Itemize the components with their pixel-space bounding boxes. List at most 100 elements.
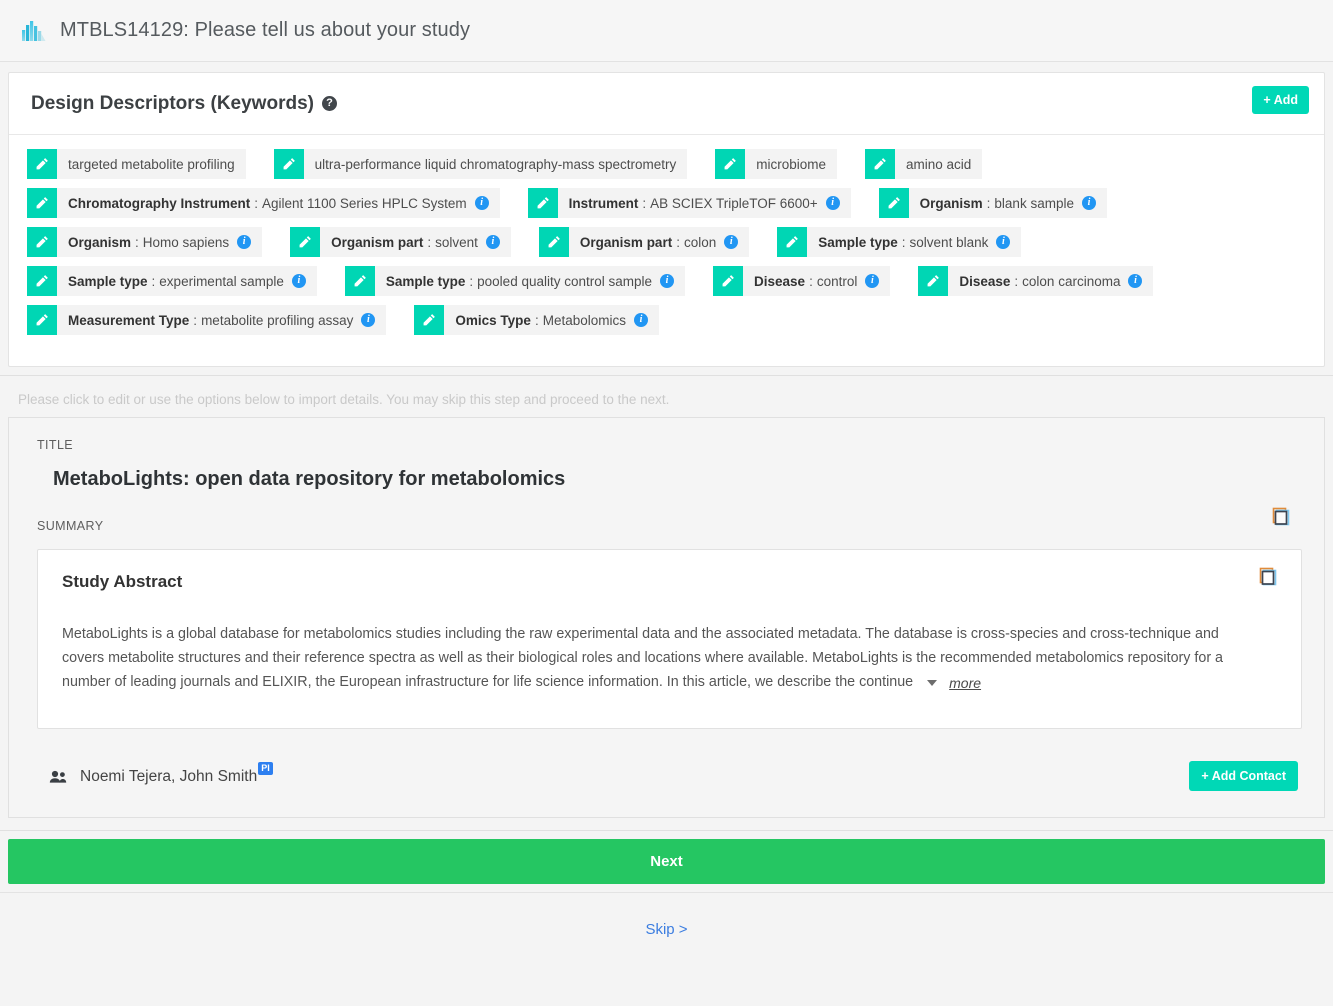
info-icon[interactable]: i [1128,274,1143,288]
descriptor-label: Disease [959,273,1011,289]
pencil-icon[interactable] [777,227,808,257]
descriptor-tag[interactable]: amino acid [865,149,983,179]
pencil-icon[interactable] [27,188,57,218]
skip-link[interactable]: Skip > [645,921,688,938]
descriptor-tag[interactable]: Organism part: solvent i [290,227,511,257]
abstract-box[interactable]: Study Abstract MetaboLights is a global … [37,549,1302,729]
descriptors-card-header: Design Descriptors (Keywords)? + Add [9,73,1324,135]
pencil-glyph-icon [283,158,295,170]
info-icon[interactable]: i [291,274,306,288]
next-button-bar: Next [0,830,1333,892]
descriptor-tag[interactable]: targeted metabolite profiling [27,149,246,179]
info-icon[interactable]: i [633,313,648,327]
descriptor-separator: : [469,273,474,289]
descriptors-panel: Design Descriptors (Keywords)? + Add tar… [0,62,1333,375]
descriptors-title: Design Descriptors (Keywords) [31,93,314,114]
descriptor-label: Organism [68,234,132,250]
descriptor-tag[interactable]: Organism: blank sample i [878,188,1107,218]
descriptor-tag[interactable]: Sample type: pooled quality control sampl… [344,266,686,296]
descriptor-separator: : [809,273,813,289]
pencil-icon[interactable] [27,227,57,257]
summary-field-label: SUMMARY [37,519,104,533]
descriptor-value: blank sample [994,195,1074,211]
info-icon[interactable]: i [865,274,880,288]
abstract-expand-controls: more [927,671,981,695]
descriptor-tag-text: amino acid [895,149,982,179]
descriptor-value: colon carcinoma [1022,273,1121,289]
descriptor-tag[interactable]: Omics Type: Metabolomics i [414,305,659,335]
descriptor-label: Measurement Type [68,312,190,328]
copy-abstract-button[interactable] [1257,566,1279,588]
contact-names[interactable]: Noemi Tejera, John SmithPI [80,761,273,786]
pencil-icon[interactable] [344,266,375,296]
descriptor-value: solvent blank [909,234,989,250]
descriptor-row: Sample type: experimental sample i Sample t… [27,266,1306,296]
info-icon[interactable]: i [1081,196,1096,210]
info-icon[interactable]: i [660,274,675,288]
caret-down-icon[interactable] [927,680,938,686]
pencil-icon[interactable] [538,227,569,257]
descriptor-tag-text: Chromatography Instrument: Agilent 1100 S… [57,188,500,218]
info-icon[interactable]: i [825,196,840,210]
people-icon [49,770,67,783]
pencil-glyph-icon [354,275,366,287]
descriptor-value: solvent [435,234,478,250]
page-title: MTBLS14129: Please tell us about your st… [60,19,471,41]
add-descriptor-button[interactable]: + Add [1252,86,1309,114]
descriptor-tag[interactable]: Disease: colon carcinoma i [918,266,1154,296]
pencil-glyph-icon [927,275,940,287]
info-icon[interactable]: i [361,313,376,327]
add-contact-button[interactable]: + Add Contact [1189,761,1298,791]
descriptor-label: Instrument [568,195,639,211]
pencil-icon[interactable] [918,266,949,296]
descriptor-separator: : [427,234,432,250]
pencil-icon[interactable] [713,266,744,296]
descriptor-tag[interactable]: Measurement Type: metabolite profiling as… [27,305,387,335]
descriptor-tag[interactable]: Sample type: experimental sample i [27,266,317,296]
pencil-glyph-icon [36,314,48,326]
descriptor-tag[interactable]: Instrument: AB SCIEX TripleTOF 6600+ i [527,188,851,218]
publication-title-value[interactable]: MetaboLights: open data repository for m… [53,468,566,490]
descriptor-separator: : [986,195,991,211]
descriptor-tag[interactable]: Organism: Homo sapiens i [27,227,263,257]
pencil-icon[interactable] [414,305,445,335]
info-icon[interactable]: i [485,235,500,249]
pencil-icon[interactable] [878,188,909,218]
app-header: MTBLS14129: Please tell us about your st… [0,0,1333,62]
descriptor-tag-text: microbiome [745,149,837,179]
descriptor-tag[interactable]: Organism part: colon i [538,227,750,257]
pencil-icon[interactable] [290,227,321,257]
descriptor-separator: : [676,234,680,250]
pencil-glyph-icon [299,236,311,248]
publication-card[interactable]: TITLE MetaboLights: open data repository… [8,417,1325,818]
descriptor-tag[interactable]: Sample type: solvent blank i [777,227,1022,257]
descriptor-separator: : [151,273,156,289]
descriptor-tag[interactable]: ultra-performance liquid chromatography-… [273,149,688,179]
info-icon[interactable]: i [237,235,252,249]
next-button[interactable]: Next [8,839,1325,884]
info-icon[interactable]: i [724,235,739,249]
info-icon[interactable]: i [996,235,1011,249]
descriptor-value: Agilent 1100 Series HPLC System [262,195,467,211]
abstract-more-link[interactable]: more [949,675,982,691]
pencil-icon[interactable] [715,149,746,179]
descriptor-tag-text: Organism: blank sample i [909,188,1107,218]
descriptor-value: Metabolomics [542,312,626,328]
descriptor-tag[interactable]: Chromatography Instrument: Agilent 1100 S… [27,188,500,218]
help-icon[interactable]: ? [321,95,337,111]
pencil-icon[interactable] [273,149,304,179]
info-icon[interactable]: i [474,196,489,210]
descriptor-value: experimental sample [159,273,284,289]
copy-title-button[interactable] [1270,506,1292,528]
descriptor-separator: : [534,312,539,328]
contacts-left: Noemi Tejera, John SmithPI [49,761,273,786]
pencil-icon[interactable] [27,305,57,335]
pencil-icon[interactable] [527,188,558,218]
abstract-text: MetaboLights is a global database for me… [62,626,1224,690]
descriptor-tag[interactable]: microbiome [715,149,838,179]
pencil-icon[interactable] [27,266,57,296]
descriptor-value: pooled quality control sample [477,273,653,289]
pencil-icon[interactable] [865,149,896,179]
descriptor-tag[interactable]: Disease: control i [713,266,891,296]
pencil-icon[interactable] [27,149,57,179]
